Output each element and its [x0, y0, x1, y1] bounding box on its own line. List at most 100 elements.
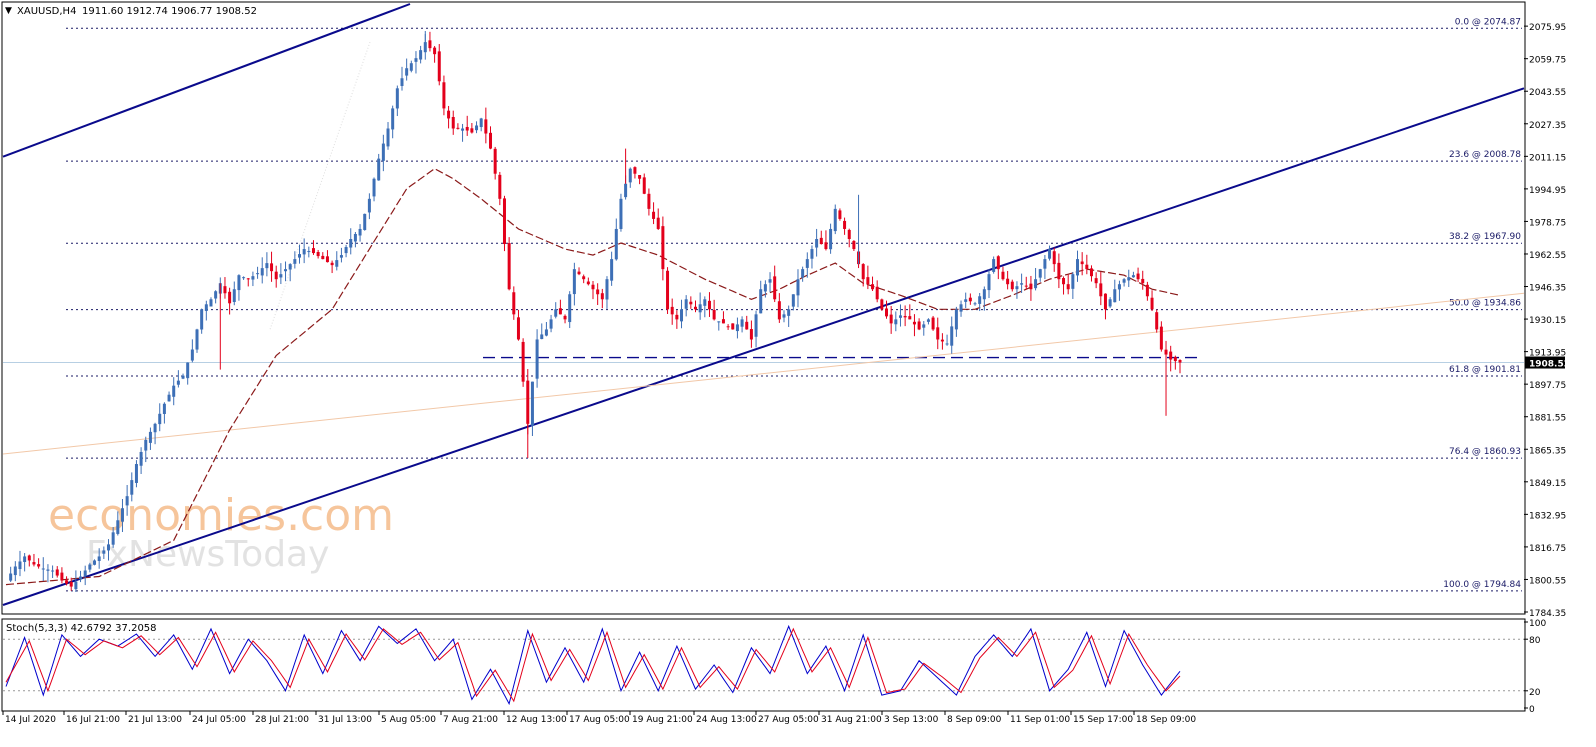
stoch-main-line	[5, 624, 1181, 706]
candle-body	[1057, 262, 1061, 280]
trend-channel	[2, 3, 1525, 606]
candle-body	[298, 254, 301, 258]
candle-body	[987, 274, 991, 291]
candle-body	[568, 294, 572, 323]
candle-body	[745, 321, 749, 330]
candle-body	[1071, 274, 1075, 289]
long-ma-line	[2, 292, 1525, 455]
candle-body	[610, 259, 614, 281]
candle-body	[698, 304, 702, 313]
candle-body	[1024, 285, 1028, 287]
time-tick-label: 16 Jul 21:00	[66, 715, 120, 725]
candle-body	[1178, 360, 1182, 363]
candle-body	[349, 239, 353, 248]
candle-body	[1076, 259, 1080, 276]
candle-body	[358, 228, 362, 236]
candle-body	[707, 300, 711, 310]
candle-body	[1099, 283, 1103, 297]
candle-body	[372, 178, 376, 197]
candle-body	[773, 276, 777, 300]
time-tick-label: 5 Aug 05:00	[381, 715, 436, 725]
stoch-signal-line	[5, 627, 1181, 703]
candle-body	[200, 309, 204, 330]
time-tick-label: 17 Aug 05:00	[569, 715, 630, 725]
candle-body	[120, 508, 124, 522]
price-tick-label: 2011.15	[1529, 153, 1566, 163]
candle-body	[88, 564, 92, 570]
candle-body	[9, 573, 13, 581]
candle-body	[1029, 283, 1033, 290]
candle-body	[717, 321, 721, 323]
candle-body	[223, 286, 227, 294]
candle-body	[395, 88, 399, 109]
candle-body	[181, 375, 185, 379]
candle-body	[204, 304, 208, 311]
stoch-tick-label: 80	[1529, 636, 1541, 646]
candle-body	[1048, 249, 1052, 259]
price-tick-label: 1865.35	[1529, 446, 1566, 456]
candle-body	[256, 273, 260, 275]
watermark-economies: economies.com	[48, 490, 394, 541]
candle-body	[1001, 271, 1005, 280]
candle-body	[79, 576, 83, 580]
candle-body	[903, 315, 907, 318]
fib-label: 61.8 @ 1901.81	[1449, 365, 1521, 375]
candle-body	[1108, 299, 1112, 307]
candle-body	[13, 566, 17, 576]
candle-body	[512, 292, 516, 315]
candle-body	[367, 198, 371, 213]
candle-body	[195, 329, 199, 350]
candle-body	[237, 275, 241, 291]
candle-body	[451, 116, 455, 129]
candle-body	[950, 326, 954, 346]
candle-body	[1150, 297, 1154, 310]
stoch-header: Stoch(5,3,3) 42.6792 37.2058	[6, 623, 157, 634]
candle-body	[419, 50, 423, 60]
candle-body	[554, 309, 558, 317]
candle-body	[232, 289, 236, 302]
candle-body	[307, 251, 311, 253]
candle-body	[787, 309, 791, 316]
candle-body	[270, 263, 274, 272]
candle-body	[288, 264, 292, 270]
candle-body	[721, 319, 725, 324]
candle-body	[134, 464, 138, 483]
candle-body	[931, 317, 935, 330]
price-tick-label: 1913.95	[1529, 349, 1566, 359]
dropdown-triangle-icon[interactable]: ▼	[5, 6, 12, 16]
candle-body	[60, 572, 64, 581]
candle-body	[176, 380, 180, 385]
candle-body	[661, 226, 665, 270]
candle-body	[93, 560, 97, 565]
candle-body	[829, 228, 833, 250]
candle-body	[242, 277, 246, 279]
candle-body	[475, 125, 479, 131]
price-tick-label: 1978.75	[1529, 218, 1566, 228]
candle-body	[838, 210, 842, 219]
candle-body	[731, 323, 735, 330]
candle-body	[940, 339, 944, 342]
candle-body	[1066, 284, 1070, 290]
candle-body	[801, 269, 805, 278]
candle-body	[158, 413, 162, 425]
candle-body	[51, 570, 55, 572]
candle-body	[1173, 357, 1177, 362]
candle-body	[1131, 275, 1135, 278]
candle-body	[689, 301, 693, 305]
price-panel	[1, 1, 1526, 615]
candle-body	[274, 271, 278, 280]
fib-label: 23.6 @ 2008.78	[1449, 150, 1521, 160]
candle-body	[246, 278, 250, 280]
candle-body	[600, 293, 604, 300]
candle-body	[754, 314, 758, 337]
candle-body	[582, 276, 586, 280]
candle-body	[815, 239, 819, 248]
candle-body	[23, 556, 27, 563]
candle-body	[251, 276, 255, 280]
candle-body	[549, 319, 553, 329]
candle-body	[586, 281, 590, 285]
candle-body	[675, 314, 679, 320]
time-tick-label: 7 Aug 21:00	[443, 715, 498, 725]
candle-body	[521, 341, 525, 382]
